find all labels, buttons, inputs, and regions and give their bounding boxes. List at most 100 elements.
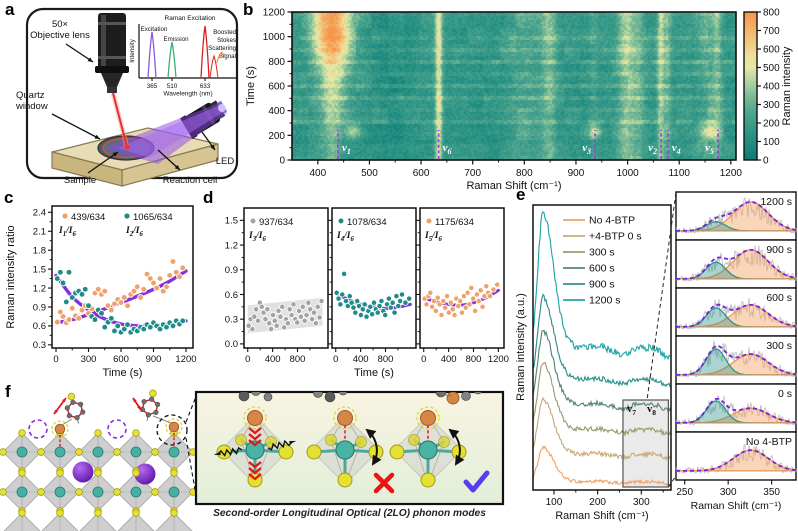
d-frame [419,207,505,349]
e-xtick: 300 [633,497,650,508]
c-xtick: 600 [113,354,129,365]
c-data-point [120,325,128,333]
d-data-point [447,299,454,306]
cation-atom [72,461,94,483]
d-data-point [434,294,441,301]
fit-envelope [676,397,797,424]
inset-xlabel: Wavelength (nm) [163,91,212,98]
excitation-label: Excitation [141,26,168,33]
c-data-point [130,287,138,295]
c-data-point [133,283,141,291]
d-data-point [286,306,293,313]
c-ytick: 1.8 [33,245,46,256]
c-xtick: 0 [53,354,58,365]
d-data-point [370,299,378,306]
colorbar-label: Raman intensity [781,46,793,125]
c-data-point [111,300,118,308]
reaction-cell-label: Reaction cell [163,175,217,186]
e-xlabel: Raman Shift (cm⁻¹) [555,510,648,522]
c-data-point [150,279,157,287]
c-data-point [98,309,105,317]
d-ratio-label: I5/I6 [424,231,442,243]
d-xtick: 800 [378,354,394,365]
d-ytick: 0.0 [225,339,238,350]
phonon-chevron [248,467,262,475]
halide-atom [18,509,26,517]
c-data-point [156,325,164,333]
d-xlabel: Time (s) [354,367,394,379]
e-spectrum-line [532,445,672,488]
d-data-point [494,281,501,288]
boosted-label: Boosted [213,29,236,36]
inset-ylabel: Intensity [129,38,136,62]
panel-e-label: e [516,185,526,204]
c-data-point [53,318,61,326]
d-data-point [369,311,376,318]
c-xtick: 300 [81,354,97,365]
d-data-point [363,313,370,320]
c-ytick: 0.9 [33,302,46,313]
c-data-point [179,317,187,325]
d-data-point [458,309,466,316]
colorbar-tick: 300 [763,100,780,111]
adsorbed-atom [168,421,180,433]
heatmap-image [292,12,736,160]
c-data-point [68,294,76,301]
d-data-point [443,292,451,300]
emission-label: Emission [163,36,189,43]
c-data-point [85,302,92,310]
d-ratio-label: I4/I6 [336,231,354,243]
v7-label: v7 [627,404,636,417]
d-data-point [391,309,398,316]
c-data-point [159,287,167,295]
d-legend-dot [425,217,433,225]
c-ratio-label: I2/I6 [125,226,143,238]
fit-raw-trace [675,245,797,282]
c-data-point [117,299,125,306]
halide-atom [151,488,159,496]
c-data-point [78,291,86,298]
inset-xlabel: Raman Shift (cm⁻¹) [691,500,782,512]
b-ytick: 600 [268,82,285,93]
metal-atom [92,446,104,458]
c-data-point [137,294,144,301]
b-xtick: 400 [309,168,326,179]
e-legend-label: 600 s [589,263,615,275]
b-xtick: 700 [464,168,481,179]
metal-atom [168,486,180,498]
d-data-point [249,325,256,333]
zoom-circle [156,414,188,446]
d-xtick: 400 [441,354,457,365]
sample-label: Sample [64,175,96,186]
halide-atom [18,469,26,477]
metal-atom [130,486,142,498]
metal-atom [168,446,180,458]
halide-atom [94,469,102,477]
adsorbed-atom [54,423,66,435]
d-legend-label: 1078/634 [347,217,387,228]
objective-label: 50× [52,19,68,30]
d-data-point [473,291,481,298]
stokes-peak [209,54,219,79]
c-data-point [107,314,115,322]
d-data-point [277,313,284,320]
panel-e-spectra: v7 v8 100 200 300 Raman Shift (cm⁻¹) Raman int… [515,191,797,522]
d-data-point [339,291,346,298]
d-data-point [471,307,479,315]
peak-marker-label: v4 [672,142,681,156]
c-data-point [120,294,128,301]
fit-panel-label: 600 s [766,292,792,304]
d-data-point [438,311,445,319]
b-ytick: 400 [268,106,285,117]
d-data-point [352,309,359,316]
c-xlabel: Time (s) [103,367,143,379]
d-data-point [477,287,484,294]
colorbar-tick: 0 [763,156,769,167]
d-data-point [309,316,316,323]
d-data-point [266,320,273,327]
colorbar-tick: 100 [763,137,780,148]
panel-b-label: b [243,0,254,19]
b-xtick: 600 [413,168,430,179]
d-data-point [406,295,413,302]
c-ylabel: Raman intensity ratio [5,225,17,328]
